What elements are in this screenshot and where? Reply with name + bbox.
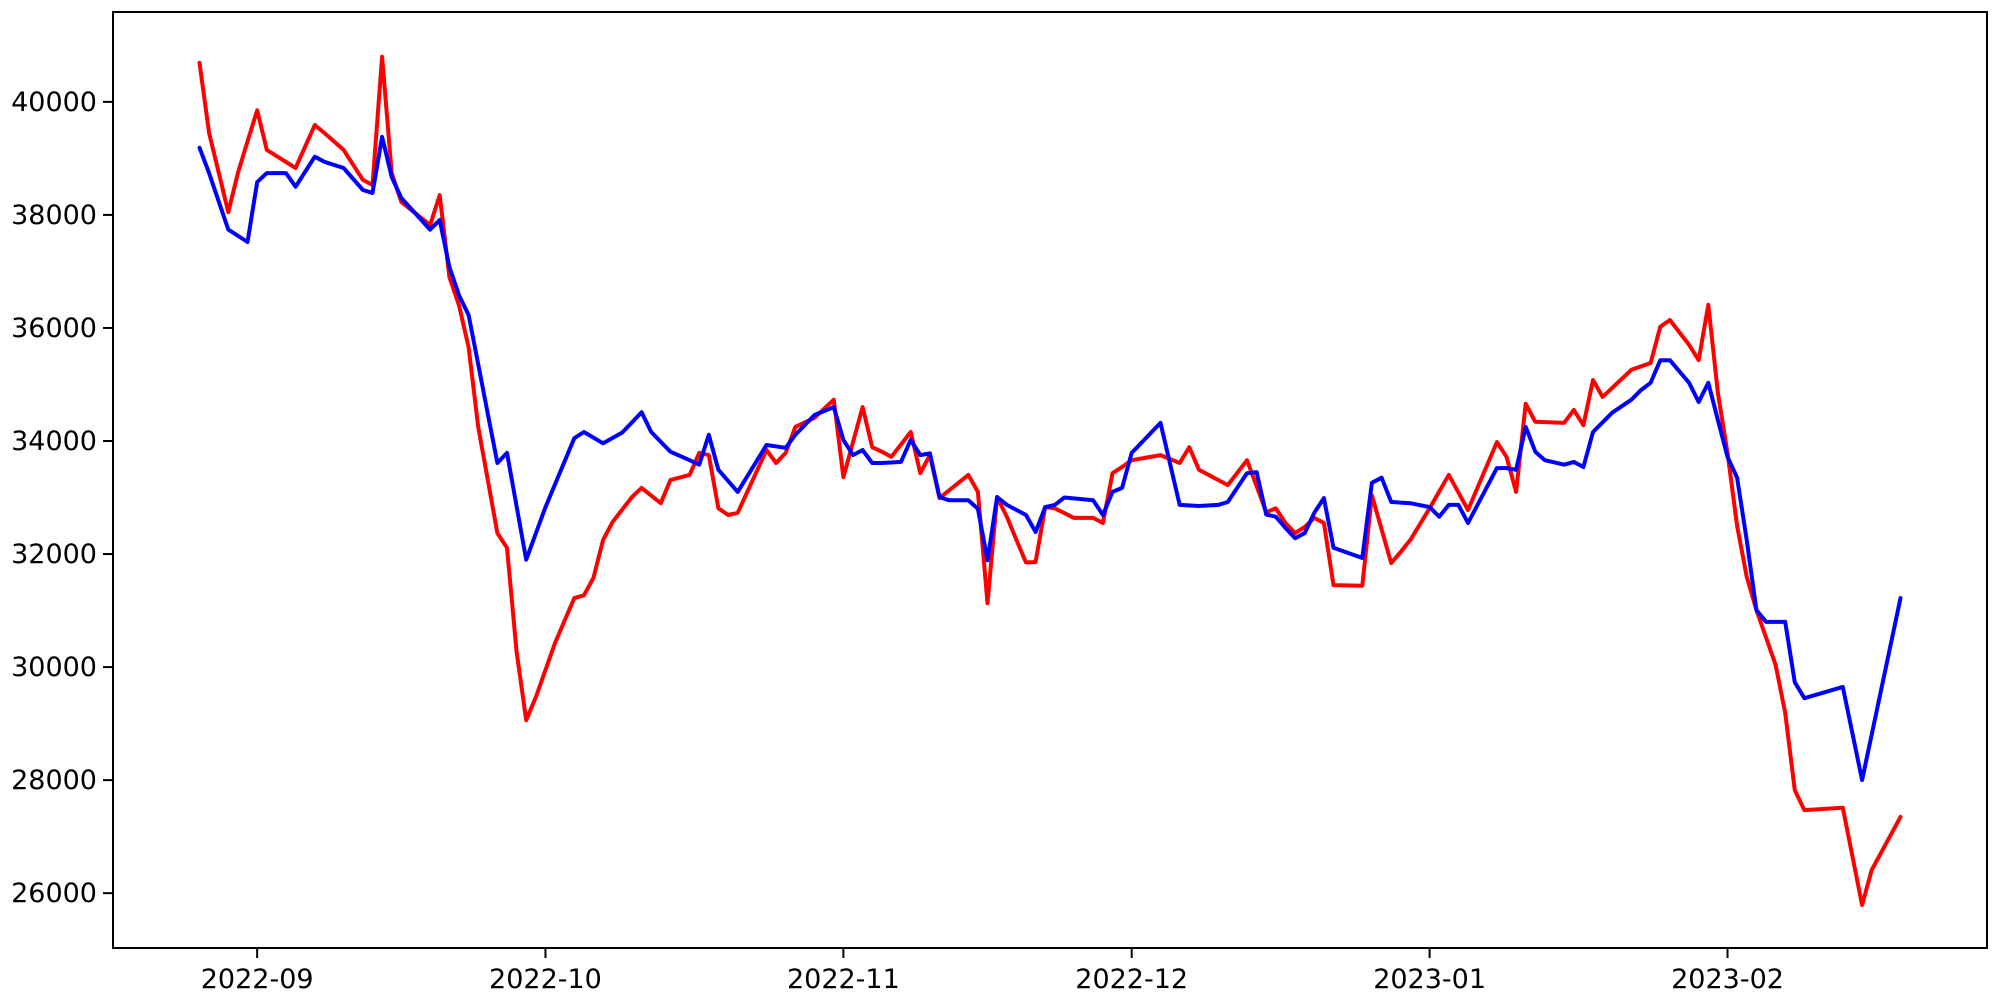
y-tick-label: 36000 bbox=[11, 313, 97, 344]
x-tick-label: 2022-09 bbox=[201, 964, 314, 995]
plot-spines bbox=[112, 11, 1988, 949]
x-tick-label: 2022-12 bbox=[1075, 964, 1188, 995]
x-tick-label: 2023-02 bbox=[1671, 964, 1784, 995]
x-tick-label: 2023-01 bbox=[1373, 964, 1486, 995]
series-lines bbox=[197, 54, 1903, 907]
red-series-line bbox=[197, 54, 1903, 907]
y-tick-label: 30000 bbox=[11, 652, 97, 683]
y-tick-label: 26000 bbox=[11, 878, 97, 909]
y-tick-label: 28000 bbox=[11, 765, 97, 796]
blue-series-line bbox=[197, 134, 1903, 783]
y-tick-label: 32000 bbox=[11, 539, 97, 570]
x-tick-label: 2022-10 bbox=[489, 964, 602, 995]
y-tick-label: 38000 bbox=[11, 200, 97, 231]
y-tick-label: 40000 bbox=[11, 87, 97, 118]
x-tick-label: 2022-11 bbox=[787, 964, 900, 995]
axes: 26000 28000 30000 32000 34000 36000 38000 40000… bbox=[11, 11, 1988, 995]
y-tick-label: 34000 bbox=[11, 426, 97, 457]
